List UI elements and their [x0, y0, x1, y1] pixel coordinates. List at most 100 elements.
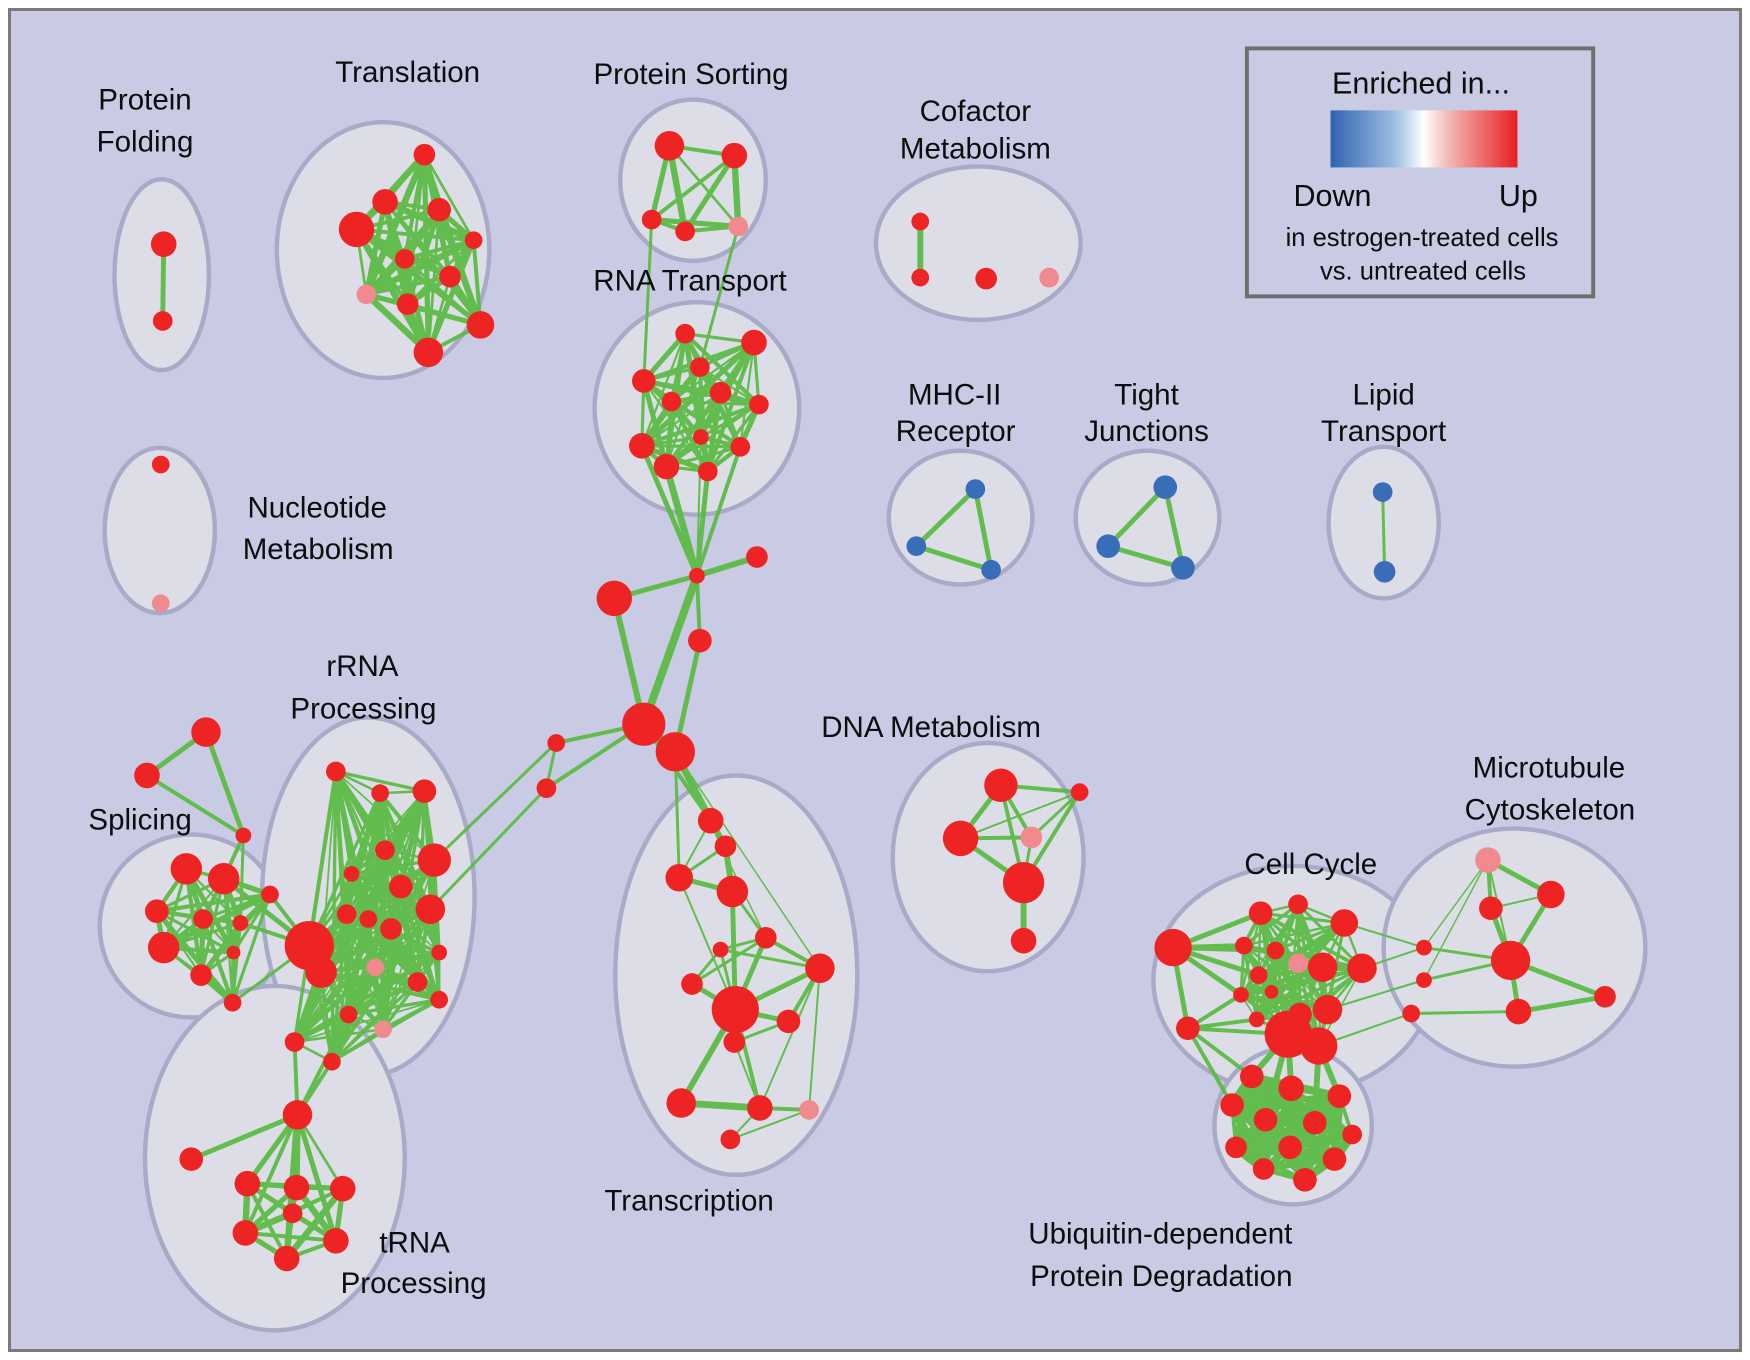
node-translation-7[interactable]	[356, 284, 377, 305]
node-cofactor-3[interactable]	[1039, 267, 1059, 288]
node-tight_junctions-1[interactable]	[1096, 534, 1120, 559]
node-splicing-2[interactable]	[145, 899, 169, 924]
node-rrna-14[interactable]	[431, 944, 448, 961]
node-rna_transport-2[interactable]	[690, 357, 710, 377]
node-translation-0[interactable]	[413, 143, 436, 166]
node-rna_transport-6[interactable]	[749, 394, 769, 415]
node-rrna-12[interactable]	[407, 972, 428, 992]
node-rrna-8[interactable]	[336, 904, 357, 924]
node-free-4[interactable]	[622, 702, 666, 746]
node-cofactor-0[interactable]	[911, 212, 930, 231]
node-ubiquitin-1[interactable]	[1278, 1075, 1304, 1102]
node-splicing-0[interactable]	[170, 853, 203, 885]
node-cell_cycle-17[interactable]	[1300, 1027, 1338, 1065]
node-rrna-16[interactable]	[374, 1020, 392, 1039]
node-lipid_transport-0[interactable]	[1372, 482, 1393, 502]
node-transcription-5[interactable]	[712, 941, 729, 958]
node-protein_folding-0[interactable]	[150, 231, 177, 257]
node-free-5[interactable]	[655, 732, 695, 772]
node-microtubule-2[interactable]	[1479, 896, 1503, 921]
node-rna_transport-7[interactable]	[692, 429, 709, 445]
node-rrna-1[interactable]	[371, 784, 389, 802]
node-microtubule-1[interactable]	[1537, 880, 1565, 909]
node-splicing-4[interactable]	[232, 915, 249, 931]
node-transcription-1[interactable]	[714, 835, 737, 858]
node-rna_transport-8[interactable]	[629, 433, 655, 459]
node-free-3[interactable]	[688, 628, 712, 653]
node-translation-8[interactable]	[396, 293, 419, 316]
node-microtubule-4[interactable]	[1505, 998, 1532, 1025]
node-trna-0[interactable]	[282, 1100, 313, 1130]
node-rrna-15[interactable]	[339, 1005, 358, 1024]
node-transcription-14[interactable]	[720, 1129, 741, 1150]
node-protein_sorting-0[interactable]	[654, 131, 685, 161]
node-cofactor-2[interactable]	[975, 267, 997, 290]
node-cell_cycle-11[interactable]	[1233, 986, 1249, 1003]
node-ubiquitin-9[interactable]	[1322, 1147, 1347, 1171]
node-splicing-6[interactable]	[190, 964, 212, 986]
node-dna_metabolism-2[interactable]	[942, 820, 979, 857]
node-cell_cycle-2[interactable]	[1248, 901, 1273, 925]
node-splicing-3[interactable]	[193, 909, 213, 929]
node-transcription-10[interactable]	[723, 1031, 746, 1053]
node-trna-4[interactable]	[329, 1175, 356, 1202]
node-rrna-4[interactable]	[417, 843, 451, 877]
node-translation-10[interactable]	[413, 337, 444, 368]
node-ubiquitin-8[interactable]	[1278, 1135, 1302, 1160]
node-free-10[interactable]	[235, 827, 252, 844]
node-rna_transport-0[interactable]	[675, 323, 695, 344]
node-rrna-9[interactable]	[359, 910, 378, 928]
node-tight_junctions-2[interactable]	[1171, 556, 1195, 580]
node-transcription-12[interactable]	[747, 1095, 773, 1121]
node-lipid_transport-1[interactable]	[1373, 560, 1396, 583]
node-free-7[interactable]	[536, 778, 557, 799]
node-rna_transport-1[interactable]	[741, 329, 767, 356]
node-cell_cycle-6[interactable]	[1266, 941, 1285, 960]
node-rrna-18[interactable]	[323, 1052, 341, 1071]
node-translation-3[interactable]	[338, 211, 375, 248]
node-rrna-17[interactable]	[284, 1032, 305, 1052]
node-rrna-20[interactable]	[305, 956, 337, 988]
node-trna-7[interactable]	[273, 1245, 300, 1272]
node-cell_cycle-5[interactable]	[1235, 936, 1253, 955]
node-rna_transport-4[interactable]	[709, 381, 732, 404]
node-translation-2[interactable]	[427, 197, 451, 222]
node-trna-5[interactable]	[232, 1220, 259, 1246]
node-cell_cycle-15[interactable]	[1248, 1011, 1265, 1028]
node-rna_transport-5[interactable]	[661, 391, 682, 412]
node-rrna-11[interactable]	[366, 958, 385, 977]
node-transcription-2[interactable]	[665, 863, 693, 892]
node-microtubule-5[interactable]	[1594, 985, 1616, 1008]
node-rrna-7[interactable]	[415, 894, 446, 924]
node-ubiquitin-4[interactable]	[1253, 1107, 1278, 1132]
node-transcription-3[interactable]	[716, 875, 749, 908]
node-cell_cycle-14[interactable]	[1312, 994, 1343, 1025]
node-cell_cycle-1[interactable]	[1176, 1016, 1200, 1041]
node-splicing-1[interactable]	[207, 862, 240, 895]
node-transcription-13[interactable]	[799, 1100, 819, 1120]
node-rna_transport-9[interactable]	[730, 436, 751, 457]
node-nucleotide-1[interactable]	[151, 594, 170, 613]
node-free-1[interactable]	[746, 546, 768, 568]
node-ubiquitin-7[interactable]	[1225, 1136, 1247, 1159]
node-free-8[interactable]	[191, 717, 221, 747]
node-transcription-8[interactable]	[711, 985, 759, 1034]
node-ubiquitin-6[interactable]	[1342, 1124, 1362, 1145]
node-mhc2-2[interactable]	[981, 559, 1001, 580]
node-nucleotide-0[interactable]	[151, 455, 170, 474]
node-cell_cycle-4[interactable]	[1330, 909, 1359, 937]
node-free-2[interactable]	[596, 580, 632, 617]
node-rrna-2[interactable]	[412, 779, 437, 803]
node-protein_sorting-3[interactable]	[675, 221, 695, 242]
node-rrna-3[interactable]	[375, 840, 395, 861]
node-tight_junctions-0[interactable]	[1153, 475, 1178, 499]
node-ubiquitin-2[interactable]	[1327, 1084, 1352, 1108]
node-protein_folding-1[interactable]	[152, 311, 173, 331]
node-ubiquitin-5[interactable]	[1302, 1110, 1327, 1135]
node-splicing-8[interactable]	[261, 885, 279, 904]
node-dna_metabolism-5[interactable]	[1010, 927, 1037, 954]
node-cell_cycle-18[interactable]	[1416, 939, 1432, 956]
node-ubiquitin-10[interactable]	[1252, 1158, 1275, 1180]
node-transcription-9[interactable]	[776, 1009, 801, 1034]
node-trna-8[interactable]	[282, 1203, 303, 1224]
